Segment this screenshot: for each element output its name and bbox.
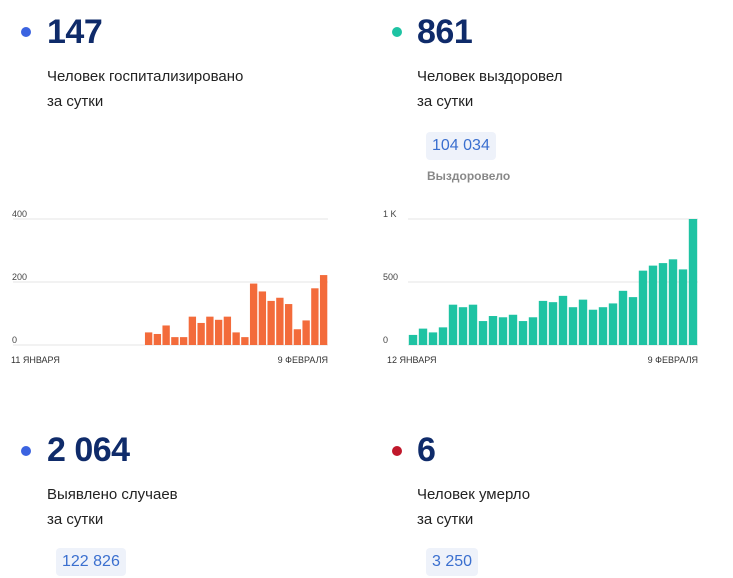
chart1-bar xyxy=(276,297,284,345)
cases-desc-line1: Выявлено случаев xyxy=(47,486,178,503)
cases-desc-line2: за сутки xyxy=(47,511,104,528)
chart2-bar xyxy=(498,317,508,345)
chart1-bar xyxy=(188,316,197,345)
cases-desc: Выявлено случаев за сутки xyxy=(47,482,307,532)
chart1-bar xyxy=(171,337,179,345)
chart2-bar xyxy=(638,270,648,345)
chart1-bar xyxy=(302,320,310,345)
chart1-bar xyxy=(293,329,302,345)
chart1-bar xyxy=(162,325,170,345)
hospitalized-desc-line1: Человек госпитализировано xyxy=(47,68,244,85)
chart2-y-tick-label: 500 xyxy=(383,272,398,282)
deaths-total: 3 250 xyxy=(426,548,479,576)
chart2-bar xyxy=(688,219,698,345)
chart2-bar xyxy=(618,290,628,345)
chart2-bar xyxy=(488,316,498,345)
chart1-y-tick-label: 200 xyxy=(12,272,27,282)
chart1-bar xyxy=(311,288,319,345)
chart2-bar xyxy=(458,307,468,345)
chart2-x-end-label: 9 ФЕВРАЛЯ xyxy=(648,355,698,365)
recovered-desc-line1: Человек выздоровел xyxy=(417,68,563,85)
chart2-bar xyxy=(448,304,458,345)
chart1-bar xyxy=(153,333,162,345)
chart1-bar xyxy=(179,337,188,345)
chart1-bar xyxy=(144,332,153,345)
chart2-bar xyxy=(608,303,618,345)
recovered-total-label: Выздоровело xyxy=(427,169,511,183)
recovered-desc: Человек выздоровел за сутки xyxy=(417,64,677,114)
chart1-bar xyxy=(284,304,293,345)
chart2-y-tick-label: 1 K xyxy=(383,209,397,219)
chart1-bar xyxy=(214,319,223,345)
chart2-y-tick-label: 0 xyxy=(383,335,388,345)
chart1-y-tick-label: 0 xyxy=(12,335,17,345)
deaths-desc-line2: за сутки xyxy=(417,511,474,528)
chart2-bar xyxy=(428,332,438,345)
chart2-x-start-label: 12 ЯНВАРЯ xyxy=(387,355,437,365)
chart1-bar xyxy=(197,322,205,345)
chart2-bar xyxy=(418,328,428,345)
deaths-dot xyxy=(392,446,402,456)
chart2-bar xyxy=(598,307,608,345)
chart1-bar xyxy=(258,291,267,345)
hospitalized-desc: Человек госпитализировано за сутки xyxy=(47,64,307,114)
chart2-bar xyxy=(478,321,488,345)
chart2-bar xyxy=(408,334,418,345)
chart2-bar xyxy=(578,299,588,345)
deaths-desc: Человек умерло за сутки xyxy=(417,482,677,532)
chart2-bar xyxy=(628,297,638,345)
cases-total: 122 826 xyxy=(56,548,126,576)
chart2-bar xyxy=(568,307,578,345)
hospitalized-dot xyxy=(21,27,31,37)
chart1-bar xyxy=(241,337,249,345)
chart1-bar xyxy=(267,300,275,345)
chart2-bar xyxy=(538,300,548,345)
deaths-value: 6 xyxy=(417,431,436,469)
recovered-dot xyxy=(392,27,402,37)
hospitalized-value: 147 xyxy=(47,13,103,51)
chart2-bar xyxy=(658,263,668,345)
chart2-bar xyxy=(518,321,528,345)
recovered-desc-line2: за сутки xyxy=(417,93,474,110)
chart2-bar xyxy=(668,259,678,345)
cases-value: 2 064 xyxy=(47,431,130,469)
hospitalized-desc-line2: за сутки xyxy=(47,93,104,110)
chart1-bar xyxy=(206,316,214,345)
chart1-y-tick-label: 400 xyxy=(12,209,27,219)
hospitalized-chart: 0 200 400 11 ЯНВАРЯ 9 ФЕВРАЛЯ xyxy=(11,209,328,365)
chart1-bar xyxy=(223,316,232,345)
chart2-bar xyxy=(508,314,518,345)
chart2-bar xyxy=(588,309,598,345)
recovered-value: 861 xyxy=(417,13,473,51)
chart2-bar xyxy=(438,327,448,345)
cases-dot xyxy=(21,446,31,456)
chart2-bar xyxy=(468,304,478,345)
chart1-x-start-label: 11 ЯНВАРЯ xyxy=(11,355,60,365)
chart2-bar xyxy=(678,269,688,345)
chart2-bar xyxy=(528,317,538,345)
chart1-x-end-label: 9 ФЕВРАЛЯ xyxy=(278,355,328,365)
recovered-total: 104 034 xyxy=(426,132,496,160)
chart2-bar xyxy=(548,302,558,345)
chart1-bar xyxy=(249,283,258,345)
chart2-bar xyxy=(648,265,658,345)
deaths-desc-line1: Человек умерло xyxy=(417,486,531,503)
chart2-bar xyxy=(558,295,568,345)
recovered-chart: 0 500 1 K 12 ЯНВАРЯ 9 ФЕВРАЛЯ xyxy=(383,209,698,365)
chart1-bar xyxy=(232,332,240,345)
chart1-bar xyxy=(319,275,328,345)
